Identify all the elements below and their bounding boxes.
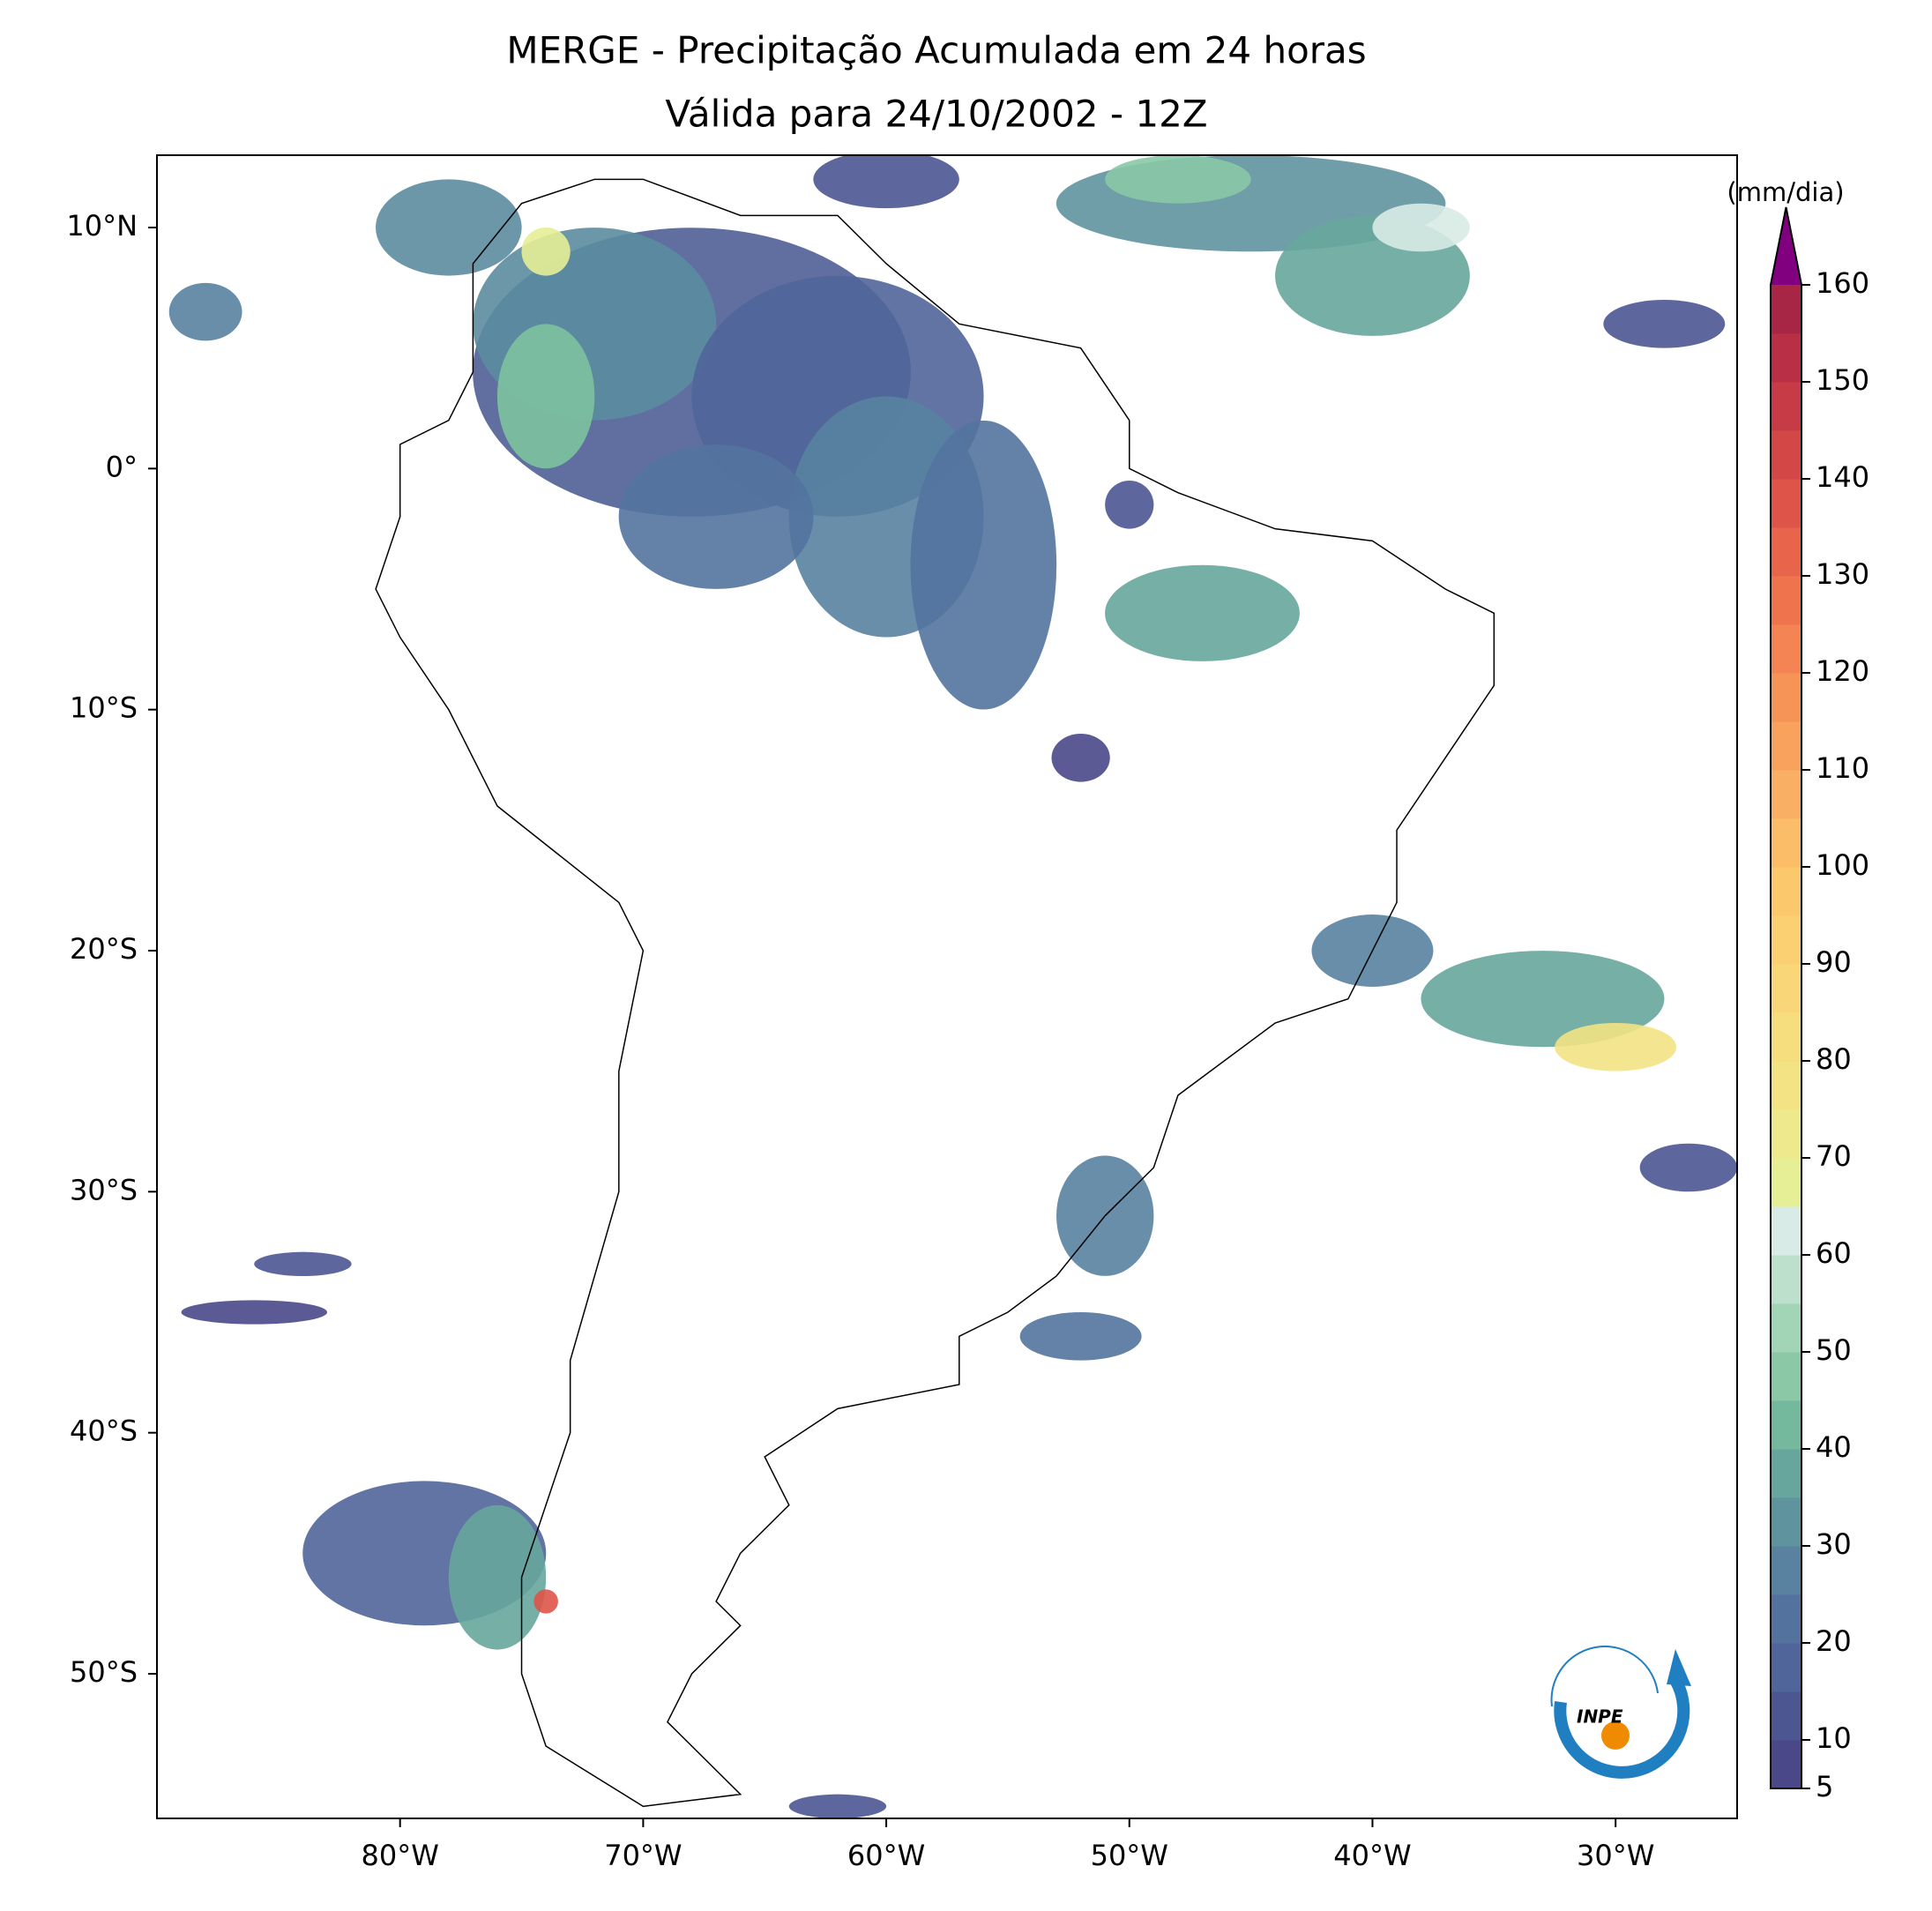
colorbar-segment — [1771, 1255, 1801, 1304]
x-tick-label: 40°W — [1333, 1839, 1411, 1872]
x-tick-label: 80°W — [362, 1839, 439, 1872]
precip-area — [618, 444, 814, 589]
precip-area — [1051, 734, 1110, 782]
colorbar-segment — [1771, 867, 1801, 916]
precip-area — [910, 420, 1057, 710]
colorbar-outline — [1770, 206, 1802, 1789]
logo-orbit — [1550, 1646, 1659, 1707]
precip-area — [168, 282, 242, 341]
colorbar-tick-label: 160 — [1816, 266, 1869, 300]
y-tick-label: 10°S — [70, 691, 138, 725]
colorbar-tick-label: 5 — [1816, 1770, 1833, 1803]
colorbar-segment — [1771, 770, 1801, 819]
colorbar-segment — [1771, 1352, 1801, 1401]
colorbar-extend — [1771, 207, 1801, 285]
colorbar-tick-label: 100 — [1816, 848, 1869, 882]
colorbar-segment — [1771, 1206, 1801, 1256]
colorbar-tick-label: 80 — [1816, 1042, 1852, 1076]
x-tick-label: 60°W — [847, 1839, 925, 1872]
precip-area — [521, 228, 571, 276]
y-tick-label: 30°S — [70, 1173, 138, 1206]
precip-area — [1105, 564, 1300, 661]
colorbar-tick-label: 130 — [1816, 557, 1869, 591]
colorbar-segment — [1771, 1400, 1801, 1450]
precip-area — [1372, 203, 1470, 252]
colorbar-segment — [1771, 1740, 1801, 1789]
colorbar-segment — [1771, 479, 1801, 528]
y-tick-label: 0° — [106, 450, 138, 483]
colorbar-segment — [1771, 1449, 1801, 1498]
precip-area — [254, 1251, 352, 1276]
colorbar-segment — [1771, 1691, 1801, 1741]
precip-area — [533, 1589, 558, 1614]
precip-area — [1555, 1023, 1677, 1071]
y-tick-label: 50°S — [70, 1655, 138, 1689]
colorbar-segment — [1771, 915, 1801, 965]
title: MERGE - Precipitação Acumulada em 24 hor… — [506, 29, 1366, 72]
subtitle: Válida para 24/10/2002 - 12Z — [665, 93, 1207, 136]
precip-area — [1603, 300, 1726, 348]
colorbar-segment — [1771, 1643, 1801, 1692]
logo-arrow — [1667, 1649, 1691, 1686]
colorbar-segment — [1771, 382, 1801, 431]
colorbar-tick-label: 110 — [1816, 751, 1869, 785]
precip-area — [496, 324, 595, 469]
colorbar-segment — [1771, 1061, 1801, 1110]
precip-area — [376, 179, 522, 276]
colorbar-tick-label: 30 — [1816, 1527, 1852, 1561]
colorbar-tick-label: 50 — [1816, 1333, 1852, 1367]
colorbar-tick-label: 150 — [1816, 363, 1869, 397]
colorbar-segment — [1771, 430, 1801, 480]
colorbar-segment — [1771, 1158, 1801, 1207]
colorbar-segment — [1771, 818, 1801, 868]
colorbar-tick-label: 70 — [1816, 1139, 1852, 1173]
logo-dot — [1601, 1721, 1630, 1750]
y-tick-label: 20°S — [70, 932, 138, 966]
precip-area — [1639, 1143, 1737, 1192]
colorbar-tick-label: 10 — [1816, 1721, 1852, 1755]
coastline — [375, 178, 1496, 1808]
colorbar-segment — [1771, 624, 1801, 674]
precip-area — [448, 1504, 547, 1650]
logo-arc — [1554, 1676, 1690, 1779]
inpe-logo: INPE — [1550, 1646, 1691, 1779]
colorbar-tick-label: 20 — [1816, 1624, 1852, 1658]
logo-text: INPE — [1577, 1706, 1623, 1728]
map — [168, 155, 1737, 1818]
colorbar-segment — [1771, 1546, 1801, 1595]
precip-area — [1421, 951, 1665, 1048]
colorbar-tick-label: 60 — [1816, 1236, 1852, 1270]
colorbar-segment — [1771, 527, 1801, 577]
precip-area — [1019, 1312, 1142, 1361]
colorbar-segment — [1771, 1303, 1801, 1353]
colorbar-tick-label: 90 — [1816, 945, 1852, 979]
colorbar-segment — [1771, 673, 1801, 722]
y-tick-label: 10°N — [66, 209, 138, 243]
colorbar-segment — [1771, 1594, 1801, 1644]
y-tick-label: 40°S — [70, 1415, 138, 1448]
colorbar-segment — [1771, 285, 1801, 334]
precip-area — [813, 155, 959, 209]
precip-area — [1105, 481, 1154, 529]
colorbar-segment — [1771, 1109, 1801, 1159]
colorbar-label: (mm/dia) — [1727, 177, 1844, 207]
colorbar-tick-label: 140 — [1816, 460, 1869, 494]
colorbar-segment — [1771, 964, 1801, 1013]
colorbar-segment — [1771, 721, 1801, 771]
colorbar-tick-label: 120 — [1816, 654, 1869, 688]
colorbar-segment — [1771, 333, 1801, 383]
precip-area — [181, 1300, 328, 1325]
x-tick-label: 70°W — [604, 1839, 682, 1872]
colorbar-segment — [1771, 1012, 1801, 1062]
colorbar-segment — [1771, 1497, 1801, 1547]
map-frame — [156, 154, 1738, 1819]
x-tick-label: 30°W — [1577, 1839, 1654, 1872]
precip-area — [1105, 155, 1251, 204]
x-tick-label: 50°W — [1091, 1839, 1168, 1872]
colorbar-segment — [1771, 576, 1801, 625]
colorbar-tick-label: 40 — [1816, 1430, 1852, 1464]
precip-area — [788, 1794, 887, 1818]
